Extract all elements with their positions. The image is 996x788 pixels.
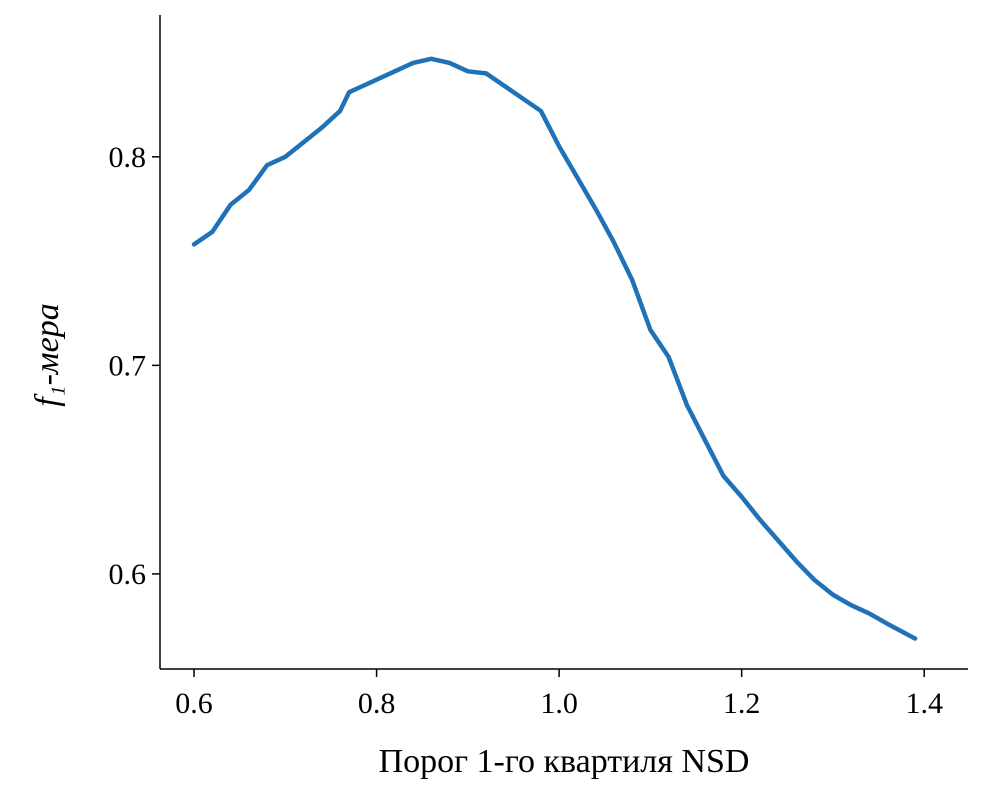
y-tick-label: 0.8 [109, 141, 147, 174]
x-tick-label: 1.2 [723, 687, 761, 720]
x-axis-label: Порог 1-го квартиля NSD [379, 743, 750, 780]
line [191, 56, 918, 641]
y-axis-label: f₁-мера [29, 303, 66, 406]
y-tick-label: 0.7 [109, 349, 147, 382]
x-tick-label: 1.0 [540, 687, 578, 720]
y-tick-label: 0.6 [109, 558, 147, 591]
x-tick-label: 0.6 [175, 687, 213, 720]
x-tick-label: 0.8 [358, 687, 396, 720]
x-tick-label: 1.4 [905, 687, 943, 720]
